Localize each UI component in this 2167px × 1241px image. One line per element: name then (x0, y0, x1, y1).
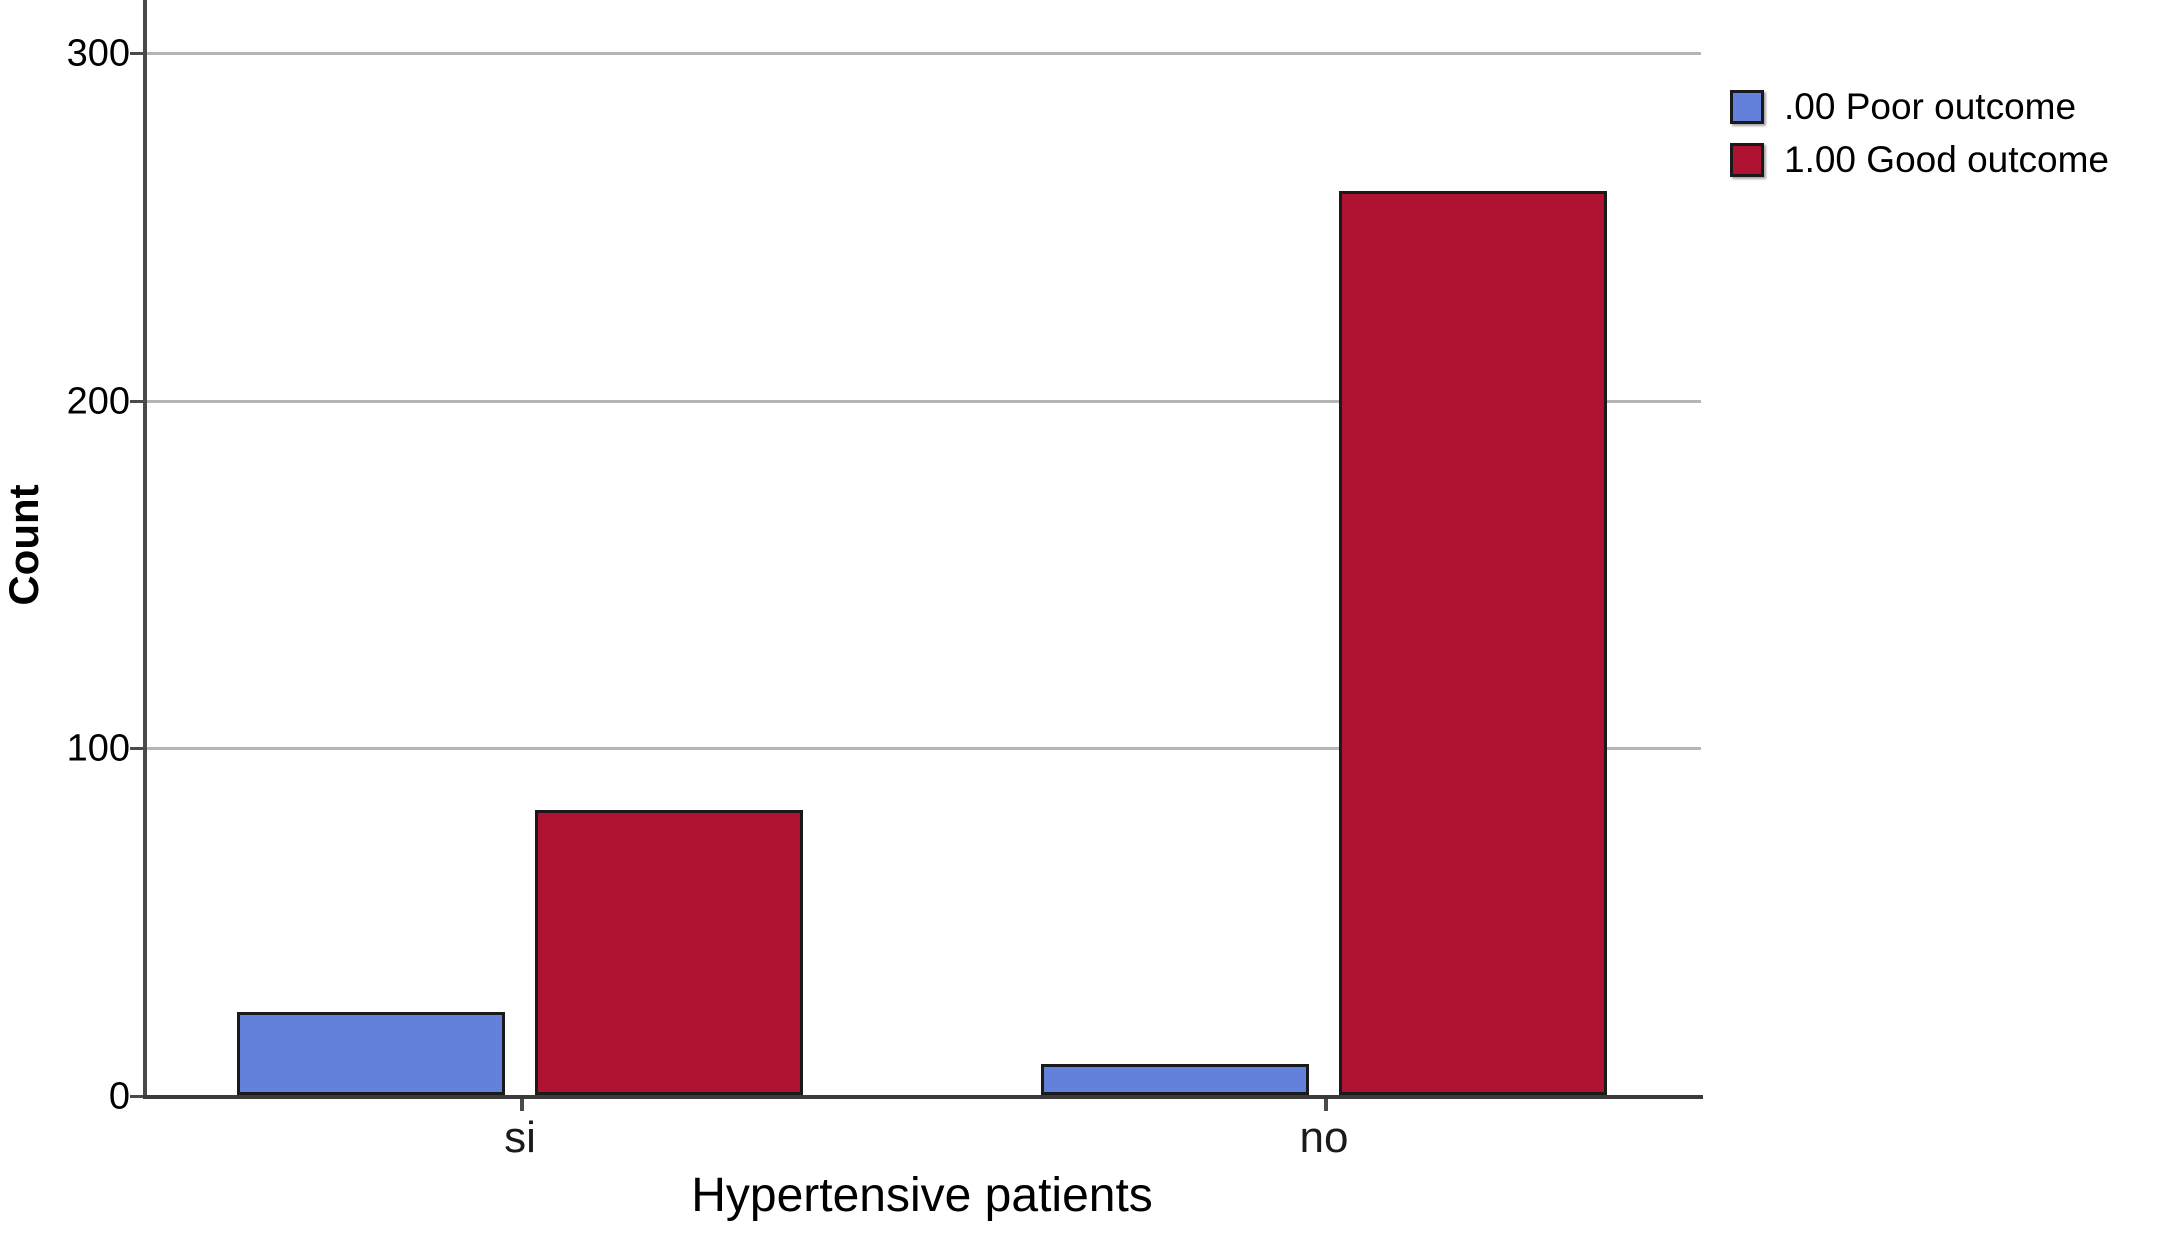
legend-label-poor-outcome: .00 Poor outcome (1784, 86, 2077, 127)
y-tick-200 (130, 400, 143, 403)
bar-si-good (535, 810, 803, 1095)
x-tick-no (1324, 1099, 1328, 1111)
x-tick-si (520, 1099, 524, 1111)
x-tick-label-si: si (504, 1113, 536, 1162)
y-tick-label-0: 0 (108, 1075, 130, 1118)
legend-swatch-good-outcome (1730, 143, 1764, 177)
x-tick-label-no: no (1299, 1113, 1349, 1162)
x-axis-title: Hypertensive patients (691, 1169, 1153, 1222)
y-tick-0 (130, 1095, 143, 1098)
legend-item-poor-outcome: .00 Poor outcome (1730, 86, 2109, 128)
y-axis-line (143, 0, 147, 1097)
gridline-300 (143, 52, 1701, 55)
gridline-200 (143, 400, 1701, 403)
legend-swatch-poor-outcome (1730, 90, 1764, 124)
bar-no-poor (1041, 1064, 1309, 1095)
legend-label-good-outcome: 1.00 Good outcome (1784, 139, 2109, 180)
legend: .00 Poor outcome 1.00 Good outcome (1730, 86, 2109, 181)
y-axis-title: Count (0, 484, 47, 606)
legend-item-good-outcome: 1.00 Good outcome (1730, 139, 2109, 181)
y-tick-100 (130, 747, 143, 750)
bar-si-poor (237, 1012, 505, 1095)
bar-no-good (1339, 191, 1607, 1095)
gridline-100 (143, 747, 1701, 750)
y-tick-label-100: 100 (66, 727, 130, 770)
x-axis-line (143, 1095, 1703, 1099)
y-tick-label-200: 200 (66, 380, 130, 423)
y-tick-300 (130, 52, 143, 55)
y-tick-label-300: 300 (66, 32, 130, 75)
